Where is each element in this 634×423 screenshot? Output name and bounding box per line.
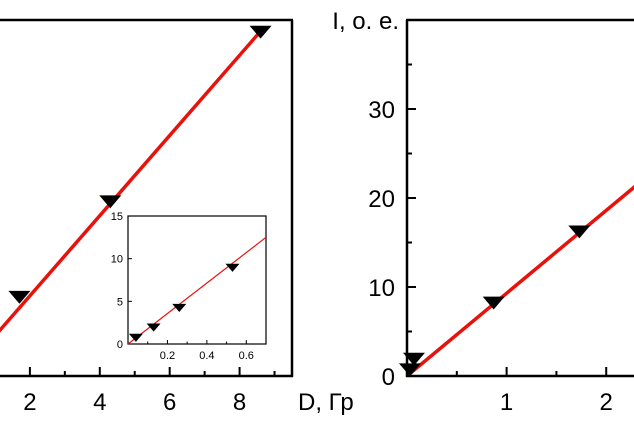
inset-data-point — [172, 303, 187, 313]
fit-line — [405, 185, 634, 378]
chart-left: 2 4 6 8 D, Гр 0.2 0.4 0.6 0 5 10 15 — [0, 18, 354, 416]
data-point — [402, 352, 425, 366]
inset-data-point — [225, 263, 240, 272]
y-axis-label: I, о. е. — [332, 8, 399, 35]
y-tick-label: 10 — [368, 275, 395, 302]
data-point — [568, 225, 591, 239]
y-tick-label: 30 — [368, 97, 395, 124]
data-point — [398, 363, 421, 377]
inset-chart: 0.2 0.4 0.6 0 5 10 15 — [111, 211, 267, 362]
inset-y-tick-label: 10 — [111, 254, 123, 266]
x-tick-label: 1 — [500, 389, 513, 416]
x-tick-label: 8 — [233, 389, 246, 416]
inset-y-tick-label: 0 — [117, 339, 123, 351]
y-tick-label: 0 — [382, 364, 395, 391]
y-tick-label: 20 — [368, 186, 395, 213]
inset-data-point — [128, 333, 143, 342]
inset-frame — [127, 215, 267, 345]
inset-data-point — [146, 323, 161, 332]
data-point — [8, 290, 31, 304]
inset-x-tick-label: 0.6 — [239, 350, 254, 362]
inset-y-tick-label: 5 — [117, 296, 123, 308]
x-axis-label: D, Гр — [298, 389, 354, 416]
x-tick-label: 2 — [600, 389, 613, 416]
data-point — [482, 296, 505, 310]
inset-x-tick-label: 0.2 — [160, 350, 175, 362]
inset-x-tick-label: 0.4 — [199, 350, 214, 362]
data-point — [249, 25, 272, 39]
x-tick-label: 2 — [23, 389, 36, 416]
inset-y-tick-label: 15 — [111, 211, 123, 223]
x-tick-label: 6 — [163, 389, 176, 416]
data-point — [99, 195, 122, 209]
chart-right: 0 10 20 30 I, о. е. 1 2 — [332, 8, 634, 416]
x-tick-label: 4 — [93, 389, 106, 416]
